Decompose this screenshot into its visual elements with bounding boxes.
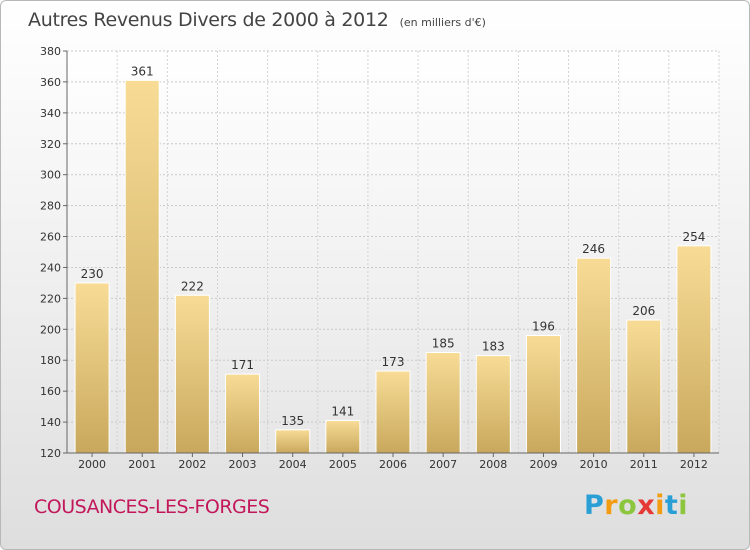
bar-value-label: 361 <box>131 64 154 78</box>
y-tick-label: 120 <box>40 447 61 460</box>
x-tick-label: 2004 <box>279 458 307 471</box>
bar-value-label: 141 <box>331 405 354 419</box>
y-tick-label: 320 <box>40 138 61 151</box>
title-row: Autres Revenus Divers de 2000 à 2012 (en… <box>28 9 486 31</box>
bars: 230 361 222 171 135 141 173 185 183 196 246 206 254 <box>74 64 712 454</box>
bar[interactable] <box>375 370 411 454</box>
brand-letter: o <box>618 490 638 521</box>
bar-value-label: 246 <box>582 242 605 256</box>
chart-subtitle: (en milliers d'€) <box>399 16 486 29</box>
bar-value-label: 206 <box>632 304 655 318</box>
y-tick-label: 140 <box>40 416 61 429</box>
y-tick-label: 200 <box>40 323 61 336</box>
bar-value-label: 230 <box>81 267 104 281</box>
x-tick-label: 2000 <box>78 458 106 471</box>
x-tick-label: 2009 <box>529 458 557 471</box>
y-tick-label: 280 <box>40 200 61 213</box>
brand-letter: r <box>604 490 619 521</box>
bar[interactable] <box>525 334 561 454</box>
y-tick-label: 340 <box>40 107 61 120</box>
x-tick-label: 2002 <box>178 458 206 471</box>
y-tick-label: 160 <box>40 385 61 398</box>
bar[interactable] <box>626 319 662 454</box>
bar[interactable] <box>475 355 511 454</box>
bar-value-label: 254 <box>682 230 705 244</box>
brand-letter: i <box>678 490 689 521</box>
bar-value-label: 135 <box>281 414 304 428</box>
x-tick-label: 2007 <box>429 458 457 471</box>
y-tick-label: 220 <box>40 292 61 305</box>
brand-letter: i <box>655 490 665 521</box>
grid-lines <box>66 50 720 454</box>
bar[interactable] <box>74 282 110 454</box>
y-tick-label: 240 <box>40 261 61 274</box>
axes: 120 140 160 180 200 220 240 260 280 300 320 340 360 3… <box>40 45 719 471</box>
bar-value-label: 183 <box>482 340 505 354</box>
bar[interactable] <box>124 79 160 454</box>
x-tick-label: 2011 <box>630 458 658 471</box>
bar[interactable] <box>225 373 261 454</box>
brand-letter: P <box>584 490 605 521</box>
bar[interactable] <box>425 352 461 454</box>
bar[interactable] <box>576 257 612 454</box>
x-tick-label: 2001 <box>128 458 156 471</box>
bar-value-label: 173 <box>382 355 405 369</box>
bar[interactable] <box>676 245 712 454</box>
city-name: COUSANCES-LES-FORGES <box>34 496 270 518</box>
x-tick-label: 2008 <box>479 458 507 471</box>
bar[interactable] <box>325 420 361 454</box>
y-tick-label: 180 <box>40 354 61 367</box>
y-tick-label: 260 <box>40 231 61 244</box>
brand-logo[interactable]: Proxiti <box>584 490 688 521</box>
bar-value-label: 171 <box>231 358 254 372</box>
bar[interactable] <box>174 294 210 454</box>
brand-letter: t <box>664 490 679 521</box>
x-tick-label: 2003 <box>229 458 257 471</box>
y-tick-label: 360 <box>40 76 61 89</box>
x-tick-label: 2005 <box>329 458 357 471</box>
x-tick-label: 2012 <box>680 458 708 471</box>
x-tick-label: 2010 <box>580 458 608 471</box>
bar-value-label: 185 <box>432 337 455 351</box>
y-tick-label: 380 <box>40 45 61 58</box>
y-tick-label: 300 <box>40 169 61 182</box>
bar-value-label: 222 <box>181 279 204 293</box>
chart-title: Autres Revenus Divers de 2000 à 2012 <box>28 9 389 31</box>
bar-value-label: 196 <box>532 319 555 333</box>
bar[interactable] <box>275 429 311 454</box>
brand-letter: x <box>637 490 656 521</box>
x-tick-label: 2006 <box>379 458 407 471</box>
